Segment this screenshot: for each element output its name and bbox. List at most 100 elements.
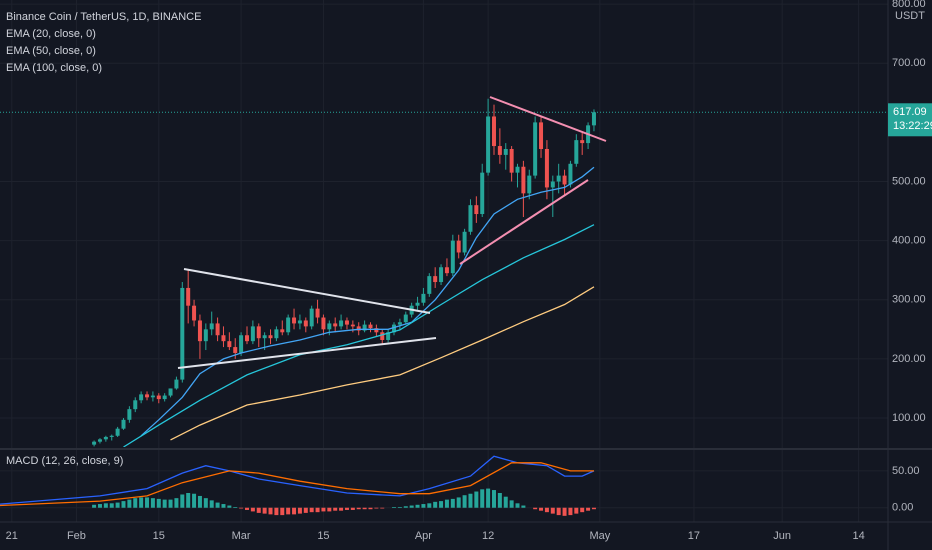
histogram-bar: [591, 507, 596, 510]
candle-body: [450, 240, 455, 274]
candle-body: [568, 163, 573, 185]
candle-body: [162, 395, 167, 400]
candle-body: [233, 347, 238, 353]
candle-body: [521, 166, 526, 194]
histogram-bar: [286, 507, 291, 515]
candle-body: [456, 240, 461, 253]
histogram-bar: [497, 493, 502, 508]
unit-bg: [889, 9, 932, 23]
candle-body: [292, 317, 297, 324]
histogram-bar: [239, 507, 244, 509]
x-tick-label: 17: [688, 530, 700, 542]
candle-body: [203, 329, 208, 342]
candle-body: [168, 388, 173, 396]
histogram-bar: [439, 501, 444, 508]
histogram-bar: [92, 504, 97, 508]
candle-body: [268, 335, 273, 339]
candle-body: [386, 332, 391, 340]
candle-body: [315, 308, 320, 318]
candle-body: [556, 175, 561, 182]
candle-body: [462, 231, 467, 253]
candle-body: [544, 149, 549, 188]
histogram-bar: [115, 502, 120, 508]
histogram-bar: [221, 504, 226, 508]
candle-body: [444, 267, 449, 274]
candle-body: [356, 326, 361, 331]
x-tick-label: 12: [482, 530, 494, 542]
candle-body: [115, 428, 120, 436]
candle-body: [145, 394, 150, 398]
histogram-bar: [297, 507, 302, 514]
y-tick-label: 200.00: [892, 353, 926, 365]
histogram-bar: [174, 498, 179, 508]
x-tick-label: 14: [852, 530, 864, 542]
candle-body: [327, 323, 332, 330]
histogram-bar: [433, 501, 438, 508]
y-tick-label: 700.00: [892, 57, 926, 69]
y-tick-label: 0.00: [892, 502, 913, 514]
histogram-bar: [480, 489, 485, 508]
candle-body: [174, 379, 179, 389]
candle-body: [344, 320, 349, 325]
histogram-bar: [574, 507, 579, 514]
histogram-bar: [586, 507, 591, 511]
candle-body: [486, 116, 491, 173]
histogram-bar: [362, 507, 367, 510]
legend-entry: EMA (20, close, 0): [6, 28, 96, 40]
histogram-bar: [533, 507, 538, 510]
histogram-bar: [121, 501, 126, 508]
candle-body: [433, 276, 438, 283]
histogram-bar: [280, 507, 285, 516]
candle-body: [550, 181, 555, 188]
candle-body: [562, 175, 567, 185]
candle-body: [239, 335, 244, 353]
candle-body: [503, 149, 508, 155]
candle-body: [480, 172, 485, 215]
histogram-bar: [215, 502, 220, 508]
price-tag: [888, 103, 932, 137]
trend-line: [183, 268, 431, 314]
y-tick-label: 100.00: [892, 412, 926, 424]
candle-body: [186, 287, 191, 306]
histogram-bar: [580, 507, 585, 513]
y-tick-label: 800.00: [892, 0, 926, 10]
trend-line: [459, 179, 589, 265]
trend-line: [489, 96, 607, 142]
candle-body: [397, 322, 402, 325]
candle-body: [380, 332, 385, 340]
candle-body: [109, 435, 114, 437]
histogram-bar: [356, 507, 361, 510]
histogram-bar: [192, 493, 197, 508]
histogram-bar: [509, 500, 514, 508]
candle-body: [527, 175, 532, 194]
macd-pane: [0, 455, 596, 516]
price-pane: [0, 98, 888, 447]
histogram-bar: [421, 504, 426, 508]
histogram-bar: [292, 507, 297, 515]
histogram-bar: [309, 507, 314, 513]
legend-entry: EMA (50, close, 0): [6, 45, 96, 57]
unit-label: USDT: [895, 10, 925, 22]
candle-body: [309, 308, 314, 327]
histogram-bar: [315, 507, 320, 513]
x-tick-label: 15: [153, 530, 165, 542]
price-tag-value: 617.09: [893, 106, 927, 118]
candle-body: [468, 205, 473, 232]
candle-body: [150, 395, 155, 398]
x-tick-label: Mar: [232, 530, 251, 542]
x-tick-label: Jun: [773, 530, 791, 542]
candle-body: [392, 324, 397, 333]
candle-body: [121, 419, 126, 429]
candle-body: [403, 314, 408, 323]
candle-body: [297, 320, 302, 324]
candle-body: [103, 436, 108, 440]
histogram-bar: [339, 507, 344, 511]
histogram-bar: [427, 503, 432, 508]
price-tag-countdown: 13:22:29: [893, 120, 932, 132]
x-tick-label: May: [589, 530, 610, 542]
candle-body: [350, 324, 355, 327]
histogram-bar: [368, 507, 373, 510]
candle-body: [180, 287, 185, 380]
histogram-bar: [197, 495, 202, 508]
histogram-bar: [333, 507, 338, 511]
